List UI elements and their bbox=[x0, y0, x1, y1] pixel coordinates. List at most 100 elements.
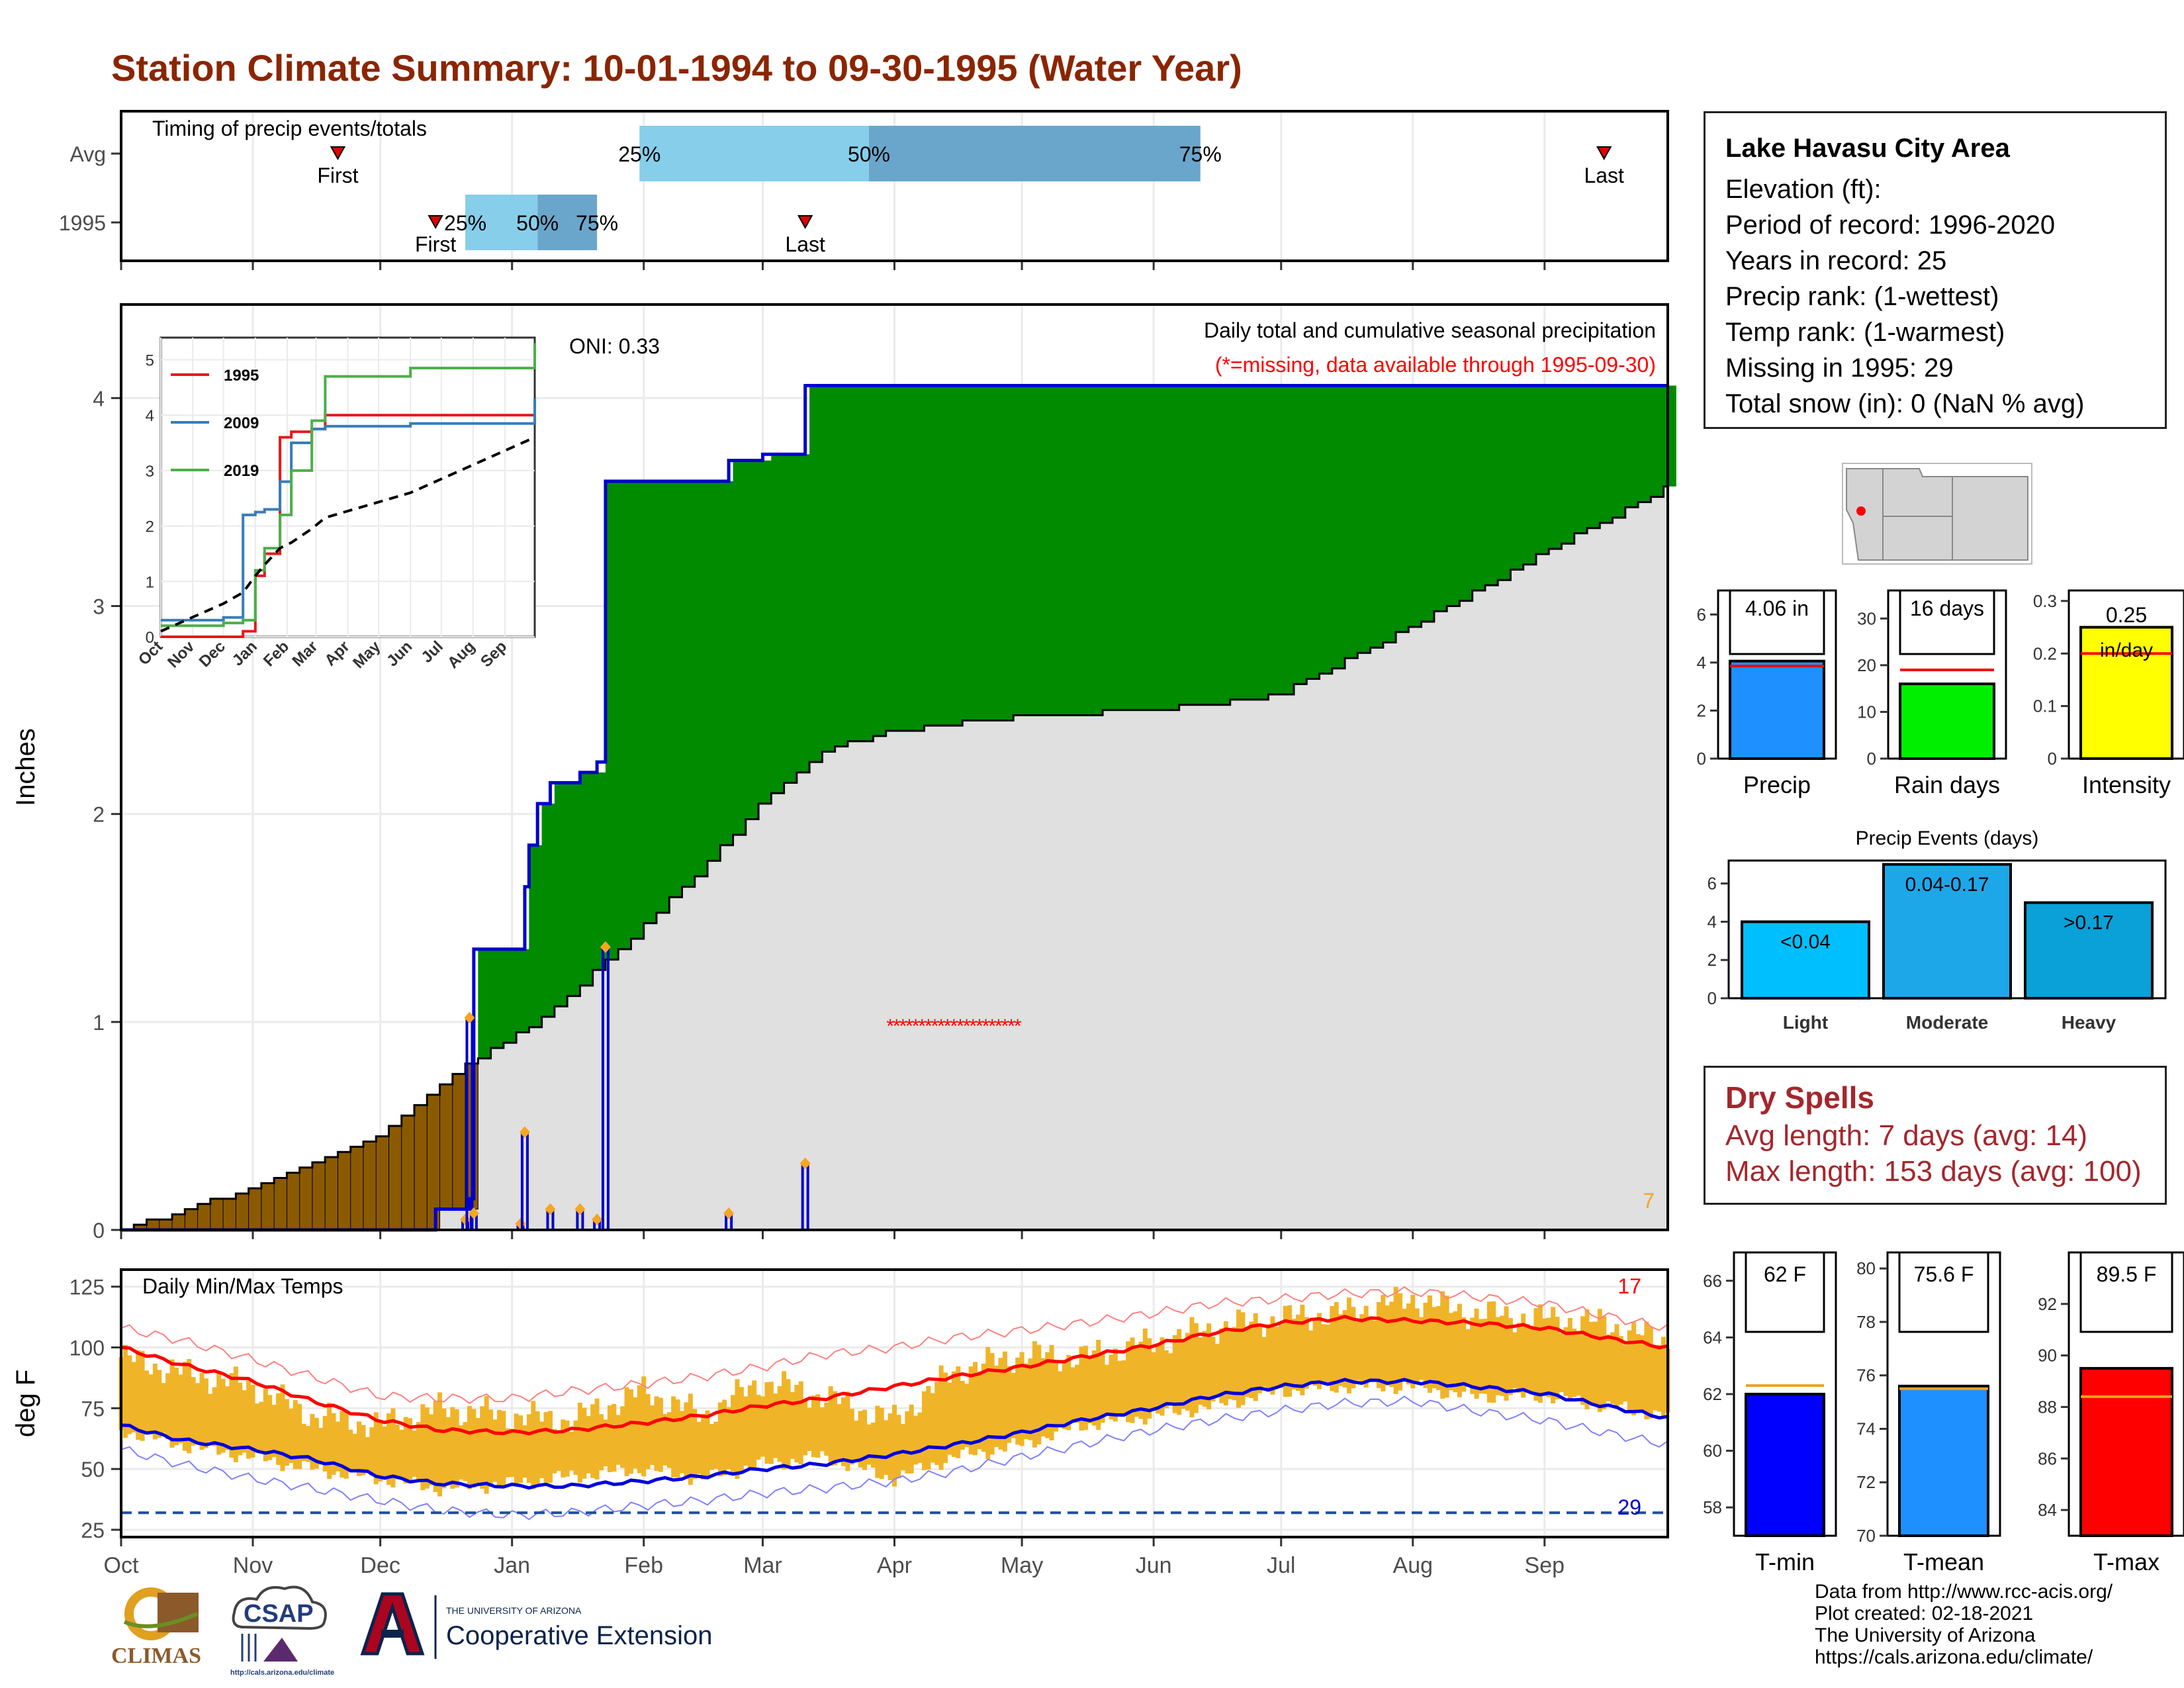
tmean-ytick-label: 72 bbox=[1856, 1472, 1876, 1492]
oni-label: ONI: 0.33 bbox=[569, 334, 660, 358]
missing-marker: * bbox=[905, 1015, 913, 1037]
intensity-ytick-label: 0.3 bbox=[2033, 591, 2057, 611]
temp-ylabel: deg F bbox=[11, 1370, 40, 1437]
average-cumulative-area bbox=[121, 486, 1668, 1230]
precip-events-ytick-label: 4 bbox=[1707, 912, 1717, 931]
dry-spells-avg: Avg length: 7 days (avg: 14) bbox=[1725, 1119, 2088, 1152]
missing-marker: * bbox=[912, 1015, 920, 1037]
event-marker bbox=[1596, 146, 1612, 161]
record-high-line bbox=[120, 1286, 1668, 1405]
inset-ytick-label: 2 bbox=[146, 518, 154, 536]
rain-days-bar bbox=[1899, 682, 1995, 760]
tmin-ytick-label: 66 bbox=[1703, 1271, 1722, 1291]
rain-days-ytick-label: 10 bbox=[1857, 702, 1876, 722]
dry-spells-max: Max length: 153 days (avg: 100) bbox=[1725, 1155, 2142, 1188]
tmax-category-label: T-max bbox=[2093, 1548, 2160, 1575]
page-title: Station Climate Summary: 10-01-1994 to 0… bbox=[111, 47, 1242, 89]
inset-ytick-label: 5 bbox=[146, 352, 154, 369]
daily-precip-point bbox=[464, 1011, 475, 1024]
precip-ytick-label: 0 bbox=[93, 1219, 105, 1243]
rain-days-value-box bbox=[1899, 589, 1995, 655]
quartile-label: 25% bbox=[618, 142, 660, 166]
month-label: Dec bbox=[360, 1553, 400, 1578]
observed-cumulative-line bbox=[121, 384, 1668, 1232]
tmean-ytick-label: 76 bbox=[1856, 1366, 1876, 1385]
daily-precip-point bbox=[545, 1203, 556, 1215]
inset-ytick-label: 3 bbox=[146, 463, 154, 481]
missing-marker: * bbox=[963, 1015, 971, 1037]
missing-marker: * bbox=[1001, 1015, 1009, 1037]
info-line: Elevation (ft): bbox=[1725, 175, 1882, 204]
tmean-category-label: T-mean bbox=[1903, 1548, 1984, 1575]
ua-top-label: THE UNIVERSITY OF ARIZONA bbox=[446, 1605, 582, 1616]
month-label: May bbox=[1001, 1553, 1043, 1578]
logos: CLIMAS CSAP http://cals.arizona.edu/clim… bbox=[111, 1585, 712, 1677]
temp-panel-border bbox=[120, 1268, 1669, 1538]
quartile-label: 50% bbox=[516, 211, 559, 235]
month-label: Oct bbox=[104, 1553, 139, 1578]
missing-marker: * bbox=[893, 1015, 901, 1037]
timing-panel-border bbox=[120, 110, 1669, 262]
precip-value-label: 4.06 in bbox=[1745, 596, 1809, 620]
precip-event-value-label: <0.04 bbox=[1780, 931, 1831, 953]
avg-max-line bbox=[120, 1315, 1668, 1436]
credit-line: The University of Arizona bbox=[1815, 1624, 2036, 1646]
precip-ylabel: Inches bbox=[11, 728, 40, 806]
event-marker bbox=[797, 215, 813, 230]
station-name: Lake Havasu City Area bbox=[1725, 134, 2010, 163]
missing-marker: * bbox=[1007, 1015, 1015, 1037]
event-label: Last bbox=[785, 232, 825, 256]
precip-events-ytick-label: 0 bbox=[1707, 988, 1717, 1008]
dry-spells-box: Dry Spells Avg length: 7 days (avg: 14) … bbox=[1704, 1066, 2167, 1205]
precip-bar bbox=[1729, 659, 1825, 760]
ua-logo: THE UNIVERSITY OF ARIZONA Cooperative Ex… bbox=[360, 1592, 712, 1659]
quartile-bar bbox=[537, 195, 598, 250]
tmin-value-box bbox=[1745, 1251, 1825, 1333]
inset-legend-label: 2019 bbox=[224, 462, 259, 480]
quartile-label: 25% bbox=[444, 211, 486, 235]
ua-bottom-label: Cooperative Extension bbox=[446, 1621, 712, 1650]
tmax-ytick-label: 92 bbox=[2038, 1294, 2057, 1314]
missing-marker: * bbox=[925, 1015, 933, 1037]
precip-event-value-label: >0.17 bbox=[2064, 912, 2114, 934]
tmin-bar bbox=[1745, 1393, 1825, 1537]
precip-events-ytick-label: 2 bbox=[1707, 950, 1717, 970]
tmin-ytick-label: 64 bbox=[1703, 1327, 1722, 1347]
temp-panel-label: Daily Min/Max Temps bbox=[142, 1274, 343, 1298]
month-label: Jun bbox=[1136, 1553, 1172, 1578]
precip-events-title: Precip Events (days) bbox=[1856, 827, 2039, 849]
quartile-bar bbox=[465, 195, 538, 250]
precip-event-bar bbox=[1882, 863, 2012, 1000]
missing-marker: * bbox=[982, 1015, 990, 1037]
inset-ytick-label: 1 bbox=[146, 573, 154, 591]
daily-precip-point bbox=[600, 941, 611, 953]
month-label: Aug bbox=[1393, 1553, 1433, 1578]
tmin-ytick-label: 62 bbox=[1703, 1384, 1722, 1404]
tmax-bar bbox=[2079, 1367, 2173, 1537]
event-label: First bbox=[415, 232, 456, 256]
info-line: Total snow (in): 0 (NaN % avg) bbox=[1725, 389, 2085, 418]
daily-precip-point bbox=[468, 1207, 479, 1219]
precip-subtitle: Daily total and cumulative seasonal prec… bbox=[1204, 318, 1656, 342]
missing-marker: * bbox=[931, 1015, 939, 1037]
missing-marker: * bbox=[944, 1015, 952, 1037]
precip-events-ytick-label: 6 bbox=[1707, 874, 1717, 894]
precip-ytick-label: 2 bbox=[1697, 700, 1706, 720]
inset-series-line bbox=[161, 343, 536, 628]
tmean-value-box bbox=[1898, 1251, 1989, 1333]
climas-label: CLIMAS bbox=[111, 1644, 201, 1668]
quartile-label: 75% bbox=[1179, 142, 1222, 166]
tmean-bar bbox=[1898, 1384, 1989, 1537]
rain-days-category-label: Rain days bbox=[1894, 771, 2000, 798]
precip-ytick-label: 4 bbox=[93, 387, 105, 410]
month-label: Jul bbox=[1267, 1553, 1295, 1578]
temp-ytick-label: 100 bbox=[69, 1336, 105, 1360]
missing-marker: * bbox=[956, 1015, 964, 1037]
tmin-ytick-label: 60 bbox=[1703, 1441, 1722, 1461]
info-line: Years in record: 25 bbox=[1725, 246, 1947, 275]
climas-logo: CLIMAS bbox=[111, 1587, 201, 1668]
event-label: Last bbox=[1584, 164, 1624, 187]
inset-average-line bbox=[160, 436, 535, 633]
month-label: Jan bbox=[494, 1553, 530, 1578]
